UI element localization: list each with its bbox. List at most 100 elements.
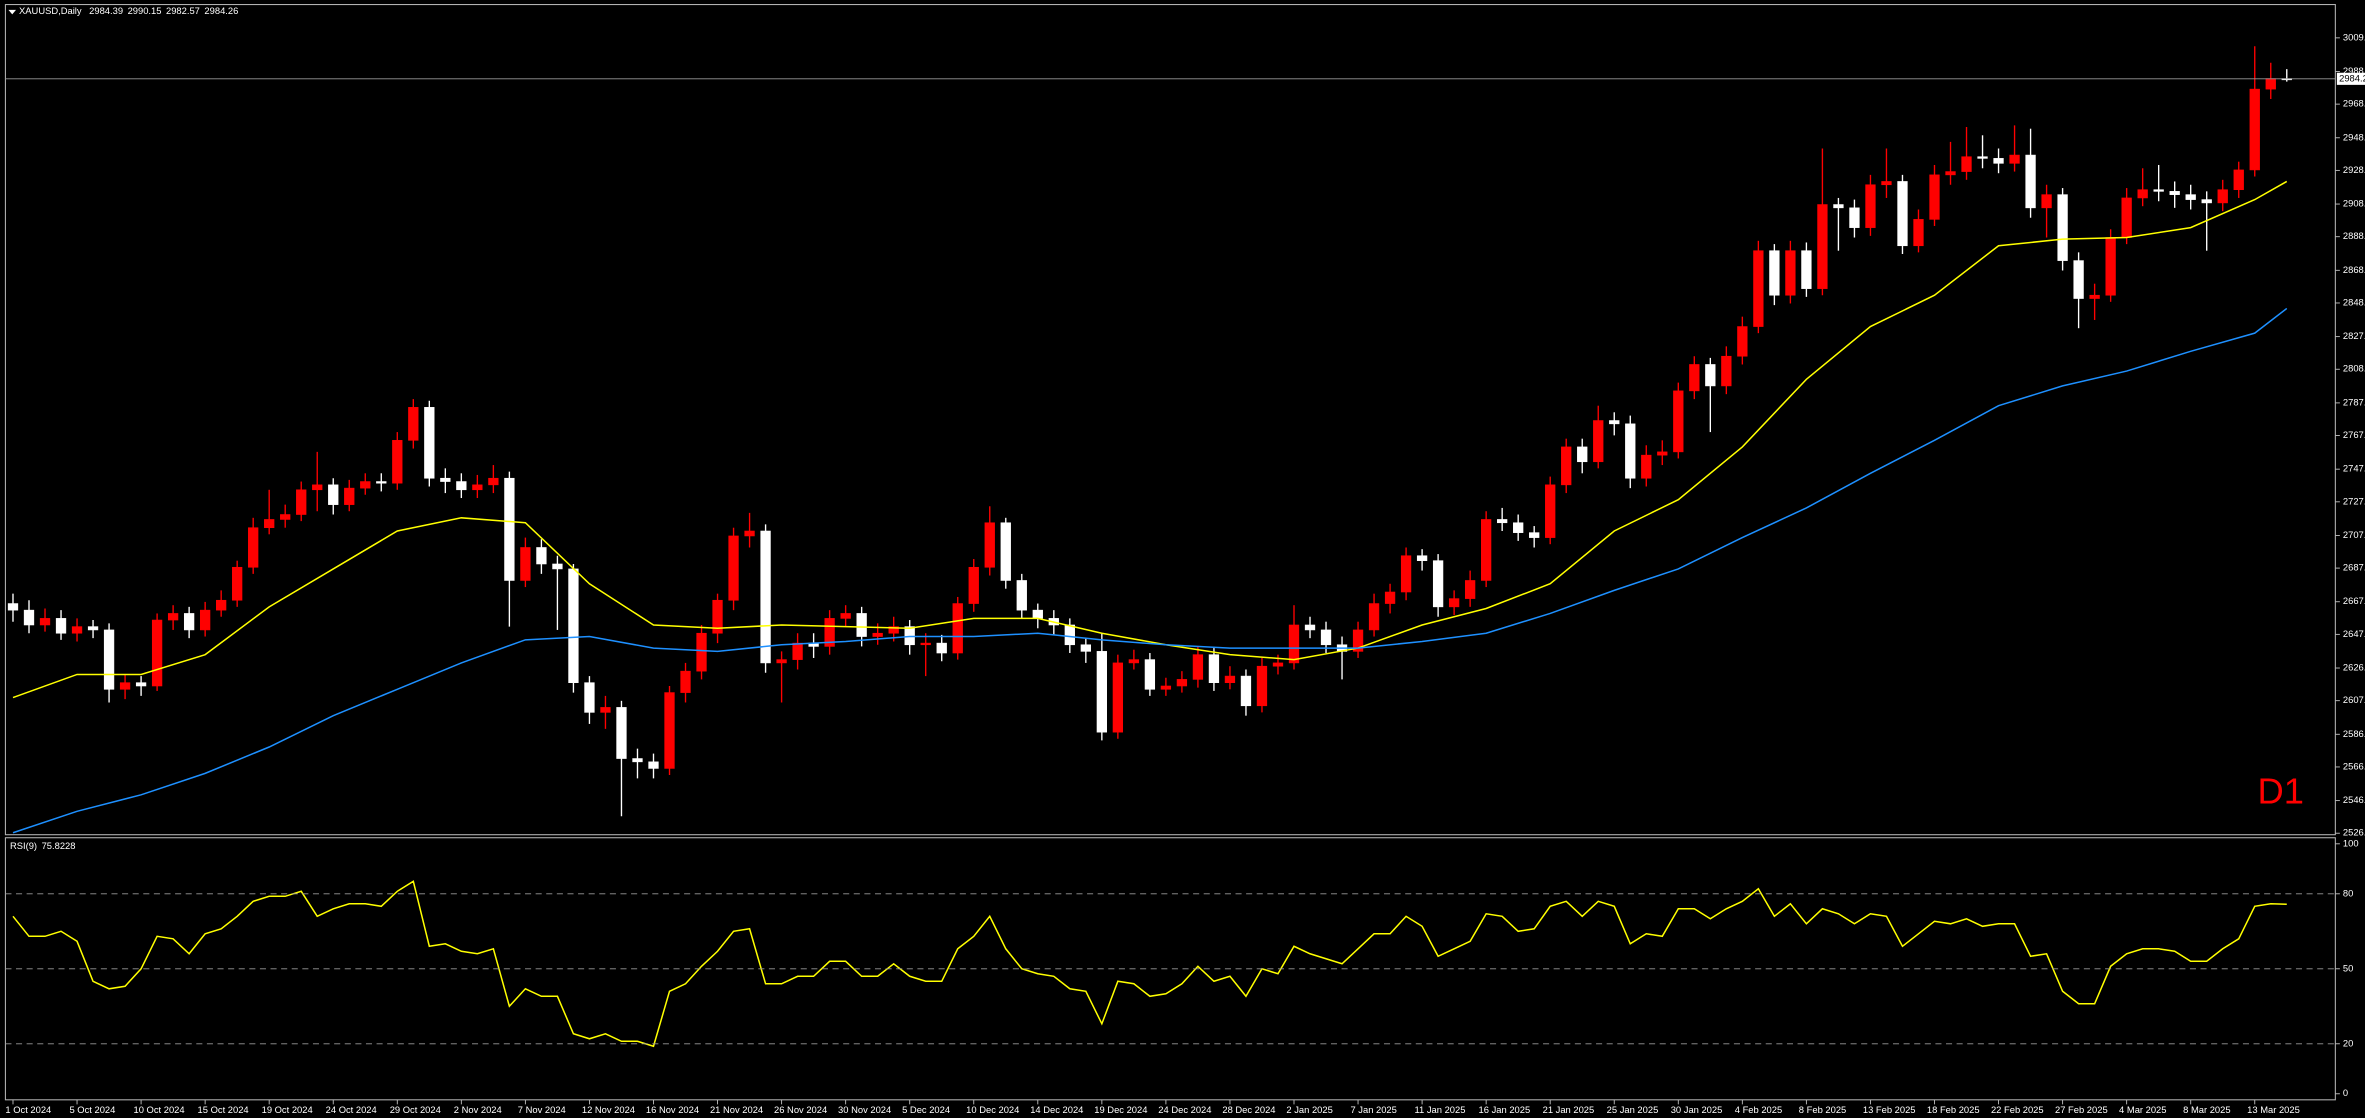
candle-body bbox=[1128, 659, 1140, 664]
y-tick-label: 2908.30 bbox=[2343, 198, 2365, 209]
candle-body bbox=[1400, 555, 1412, 593]
candle-body bbox=[1593, 420, 1604, 463]
candle-body bbox=[1657, 451, 1668, 456]
candle-body bbox=[1064, 624, 1075, 646]
y-tick-label: 2647.30 bbox=[2343, 628, 2365, 639]
y-tick-label: 2948.50 bbox=[2343, 131, 2365, 142]
x-tick-label: 28 Dec 2024 bbox=[1222, 1104, 1275, 1115]
candle-body bbox=[2169, 191, 2180, 195]
x-tick-label: 4 Mar 2025 bbox=[2119, 1104, 2166, 1115]
candle-body bbox=[2249, 88, 2260, 171]
candle-body bbox=[7, 603, 19, 611]
candle-body bbox=[904, 626, 915, 646]
candle-body bbox=[632, 758, 643, 763]
candle-body bbox=[488, 477, 499, 486]
candle-body bbox=[2073, 260, 2084, 299]
x-tick-label: 13 Mar 2025 bbox=[2247, 1104, 2300, 1115]
y-tick-label: 100 bbox=[2343, 837, 2359, 848]
candle-body bbox=[2265, 78, 2276, 90]
y-tick-label: 2827.90 bbox=[2343, 330, 2365, 341]
candle-body bbox=[264, 519, 275, 529]
y-tick-label: 50 bbox=[2343, 962, 2353, 973]
candle-body bbox=[1513, 522, 1524, 533]
y-tick-label: 2787.70 bbox=[2343, 396, 2365, 407]
candle-body bbox=[792, 642, 803, 660]
timeframe-label: D1 bbox=[2258, 770, 2304, 811]
candle-body bbox=[1945, 171, 1956, 176]
x-tick-label: 2 Jan 2025 bbox=[1286, 1104, 1332, 1115]
candle-body bbox=[2153, 189, 2164, 192]
candle-body bbox=[712, 599, 723, 634]
x-tick-label: 18 Feb 2025 bbox=[1927, 1104, 1980, 1115]
candle-body bbox=[2105, 237, 2116, 296]
candle-body bbox=[1192, 654, 1204, 680]
x-tick-label: 11 Jan 2025 bbox=[1415, 1104, 1466, 1115]
candle-body bbox=[119, 682, 131, 690]
moving-average bbox=[12, 307, 2288, 834]
x-tick-label: 14 Dec 2024 bbox=[1030, 1104, 1083, 1115]
x-tick-label: 27 Feb 2025 bbox=[2055, 1104, 2108, 1115]
candle-body bbox=[568, 568, 579, 683]
candle-body bbox=[1416, 555, 1428, 561]
candle-body bbox=[1432, 560, 1444, 608]
candle-body bbox=[1769, 250, 1780, 296]
candle-body bbox=[1112, 662, 1124, 733]
rsi-title: RSI(9) bbox=[10, 840, 37, 851]
candle-body bbox=[696, 632, 707, 672]
candle-body bbox=[1096, 651, 1107, 733]
candle-body bbox=[1849, 207, 1860, 228]
rsi-header: RSI(9) 75.8228 bbox=[10, 840, 76, 851]
y-tick-label: 2667.10 bbox=[2343, 595, 2365, 606]
candle-body bbox=[1080, 644, 1091, 652]
candle-body bbox=[1785, 250, 1796, 296]
current-price-box bbox=[2336, 72, 2365, 85]
candle-body bbox=[1721, 355, 1732, 387]
candle-body bbox=[344, 487, 355, 505]
candle-body bbox=[504, 477, 515, 581]
plot-area bbox=[12, 880, 2287, 1048]
candle-body bbox=[71, 626, 83, 634]
candle-body bbox=[312, 484, 323, 491]
candle-body bbox=[2057, 194, 2068, 261]
candle-body bbox=[216, 599, 227, 611]
x-tick-label: 21 Nov 2024 bbox=[710, 1104, 763, 1115]
candle-body bbox=[536, 547, 547, 565]
candle-body bbox=[2121, 197, 2132, 238]
candle-body bbox=[552, 563, 563, 570]
y-tick-label: 2526.70 bbox=[2343, 827, 2365, 838]
menu-arrow[interactable] bbox=[8, 9, 17, 15]
x-tick-label: 19 Oct 2024 bbox=[262, 1104, 313, 1115]
current-price-label: 2984.26 bbox=[2339, 72, 2365, 83]
candle-body bbox=[952, 603, 963, 654]
candle-body bbox=[728, 535, 739, 601]
x-tick-label: 16 Nov 2024 bbox=[646, 1104, 699, 1115]
candle-body bbox=[1480, 519, 1492, 581]
last-close: 2984.26 bbox=[204, 6, 238, 17]
candle-body bbox=[760, 530, 771, 664]
x-tick-label: 10 Oct 2024 bbox=[134, 1104, 185, 1115]
candle-body bbox=[1577, 446, 1588, 463]
candle-body bbox=[456, 481, 467, 491]
candle-body bbox=[1929, 174, 1940, 220]
candle-body bbox=[968, 566, 979, 604]
x-tick-label: 12 Nov 2024 bbox=[582, 1104, 635, 1115]
candle-body bbox=[199, 609, 211, 631]
candle-body bbox=[1320, 629, 1332, 646]
y-tick-label: 2546.50 bbox=[2343, 794, 2365, 805]
candle-body bbox=[1977, 156, 1988, 159]
candle-body bbox=[23, 609, 35, 626]
candle-body bbox=[1529, 532, 1540, 538]
candle-body bbox=[840, 613, 851, 619]
candle-body bbox=[328, 484, 339, 505]
candle-body bbox=[1625, 423, 1636, 479]
candle-body bbox=[1961, 156, 1972, 172]
candle-body bbox=[1384, 591, 1396, 604]
last-open: 2984.39 bbox=[89, 6, 123, 17]
candle-body bbox=[984, 522, 995, 568]
candle-body bbox=[856, 613, 867, 637]
candle-body bbox=[744, 530, 755, 537]
candle-body bbox=[1176, 679, 1188, 687]
candle-body bbox=[1737, 326, 1748, 357]
y-tick-label: 2747.50 bbox=[2343, 463, 2365, 474]
